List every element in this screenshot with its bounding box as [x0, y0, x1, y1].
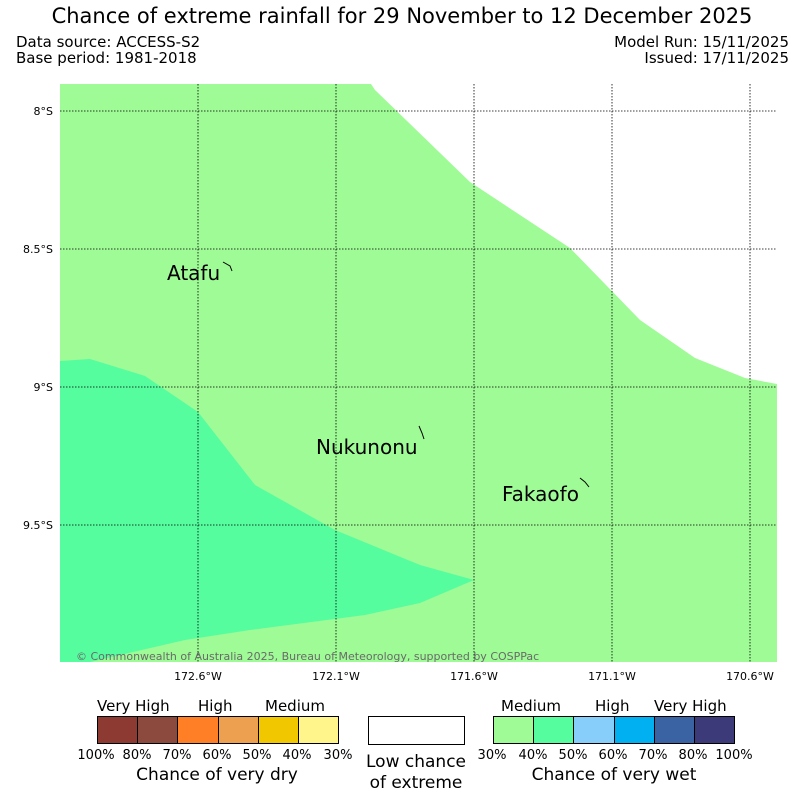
dry-tick: 30%: [323, 748, 353, 763]
lon-label: 171.6°W: [450, 670, 498, 683]
low-chance-label: Low chance: [366, 752, 466, 772]
place-label-nukunonu: Nukunonu: [316, 435, 418, 459]
dry-swatch: [138, 717, 179, 743]
lat-label: 9°S: [34, 381, 53, 394]
wet-color-scale: [493, 716, 735, 744]
lon-label: 172.6°W: [174, 670, 222, 683]
wet-tick: 100%: [715, 748, 753, 763]
dry-category-very-high: Very High: [97, 697, 170, 715]
wet-swatch: [534, 717, 575, 743]
issued-text: Issued: 17/11/2025: [644, 49, 789, 67]
wet-tick: 40%: [518, 748, 548, 763]
lat-label: 8°S: [34, 105, 53, 118]
wet-tick: 50%: [558, 748, 588, 763]
place-label-fakaofo: Fakaofo: [502, 482, 579, 506]
dry-swatch: [178, 717, 219, 743]
wet-category-very-high: Very High: [654, 697, 727, 715]
graticule: [60, 84, 777, 662]
dry-swatch: [218, 717, 259, 743]
wet-swatch: [694, 717, 735, 743]
wet-scale-label: Chance of very wet: [531, 765, 697, 785]
wet-swatch: [494, 717, 535, 743]
wet-tick: 80%: [678, 748, 708, 763]
lat-label: 8.5°S: [23, 243, 53, 256]
lon-label: 172.1°W: [312, 670, 360, 683]
dry-swatch: [298, 717, 339, 743]
lat-label: 9.5°S: [23, 519, 53, 532]
wet-category-high: High: [595, 697, 630, 715]
wet-tick: 70%: [638, 748, 668, 763]
data-source-text: Data source: ACCESS-S2: [16, 33, 201, 51]
dry-tick: 70%: [162, 748, 192, 763]
low-chance-label-2: of extreme: [369, 773, 463, 793]
wet-category-medium: Medium: [501, 697, 561, 715]
base-period-text: Base period: 1981-2018: [16, 49, 197, 67]
wet-swatch: [574, 717, 615, 743]
dry-swatch: [258, 717, 299, 743]
atafu-coastline: [222, 261, 233, 272]
place-label-atafu: Atafu: [167, 261, 220, 285]
nukunonu-coastline: [418, 425, 425, 440]
dry-tick: 100%: [77, 748, 115, 763]
map-title: Chance of extreme rainfall for 29 Novemb…: [51, 4, 753, 28]
lon-label: 171.1°W: [588, 670, 636, 683]
dry-tick: 60%: [202, 748, 232, 763]
dry-scale-label: Chance of very dry: [136, 765, 298, 785]
dry-color-scale: [97, 716, 339, 744]
dry-category-high: High: [198, 697, 233, 715]
lon-label: 170.6°W: [726, 670, 774, 683]
dry-tick: 80%: [122, 748, 152, 763]
wet-swatch: [614, 717, 655, 743]
copyright-text: © Commonwealth of Australia 2025, Bureau…: [76, 650, 539, 663]
wet-swatch: [654, 717, 695, 743]
rainfall-map[interactable]: 8°S 8.5°S 9°S 9.5°S 172.6°W 172.1°W 171.…: [0, 0, 804, 700]
low-chance-swatch: [368, 716, 465, 745]
dry-category-medium: Medium: [265, 697, 325, 715]
fakaofo-coastline: [579, 477, 590, 488]
dry-tick: 50%: [242, 748, 272, 763]
wet-tick: 60%: [598, 748, 628, 763]
medium-high-wet-region: [60, 359, 474, 662]
model-run-text: Model Run: 15/11/2025: [614, 33, 789, 51]
dry-tick: 40%: [282, 748, 312, 763]
wet-tick: 30%: [477, 748, 507, 763]
dry-swatch: [98, 717, 139, 743]
